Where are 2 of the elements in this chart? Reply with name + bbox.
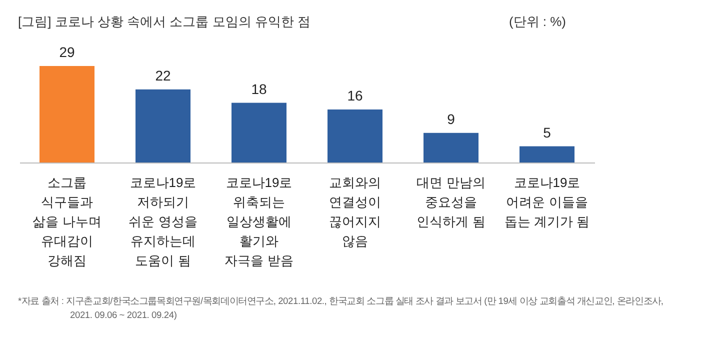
subtitle: (단위 : %): [508, 14, 566, 29]
title: [그림] 코로나 상황 속에서 소그룹 모임의 유익한 점: [18, 14, 311, 29]
